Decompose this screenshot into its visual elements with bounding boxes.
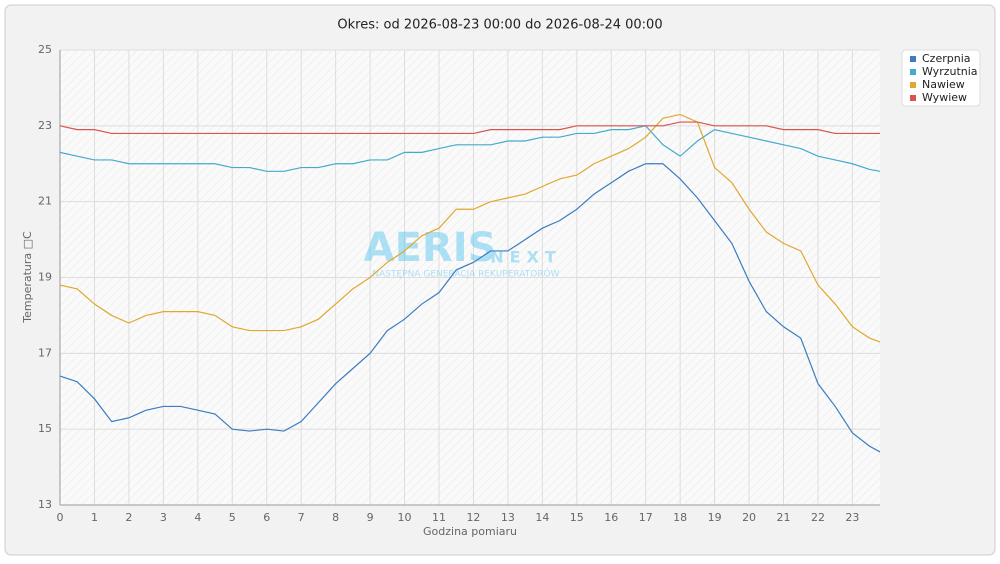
x-tick-label: 1 [91,511,98,524]
legend-swatch [910,56,916,62]
x-tick-label: 0 [57,511,64,524]
watermark-tagline: NASTĘPNA GENERACJA REKUPERATORÓW [372,268,559,280]
series-line [59,121,880,135]
x-tick-label: 23 [845,511,859,524]
y-tick-label: 17 [38,346,52,359]
x-tick-label: 8 [332,511,339,524]
x-tick-label: 15 [570,511,584,524]
series-line [59,163,881,453]
legend-swatch [910,82,916,88]
x-tick-label: 13 [501,511,515,524]
x-tick-label: 10 [398,511,412,524]
x-tick-label: 20 [742,511,756,524]
series-line [59,125,881,172]
x-tick-label: 12 [466,511,480,524]
legend-text: Wywiew [922,91,967,104]
legend-swatch [910,95,916,101]
legend-text: Wyrzutnia [922,65,978,78]
series-line [59,113,881,343]
y-tick-label: 21 [38,195,52,208]
x-tick-label: 21 [777,511,791,524]
y-tick-label: 23 [38,119,52,132]
y-tick-label: 19 [38,271,52,284]
legend-box [901,49,981,107]
x-tick-label: 2 [125,511,132,524]
chart-title: Okres: od 2026-08-23 00:00 do 2026-08-24… [337,18,662,33]
x-tick-label: 7 [298,511,305,524]
x-tick-label: 19 [708,511,722,524]
x-tick-label: 4 [194,511,201,524]
x-tick-label: 5 [229,511,236,524]
legend-text: Nawiew [922,78,965,91]
watermark-logo-2: NEXT [490,248,562,267]
x-tick-label: 11 [432,511,446,524]
x-tick-label: 18 [673,511,687,524]
y-tick-label: 15 [38,422,52,435]
x-tick-label: 6 [263,511,270,524]
legend-text: Czerpnia [922,52,971,65]
x-axis-label: Godzina pomiaru [423,525,517,538]
y-axis-label: Temperatura □C [21,231,34,324]
x-tick-label: 16 [604,511,618,524]
x-tick-label: 9 [367,511,374,524]
x-tick-label: 14 [535,511,549,524]
x-tick-label: 3 [160,511,167,524]
legend-swatch [910,69,916,75]
x-tick-label: 22 [811,511,825,524]
y-tick-label: 13 [38,498,52,511]
x-tick-label: 17 [639,511,653,524]
y-tick-label: 25 [38,43,52,56]
